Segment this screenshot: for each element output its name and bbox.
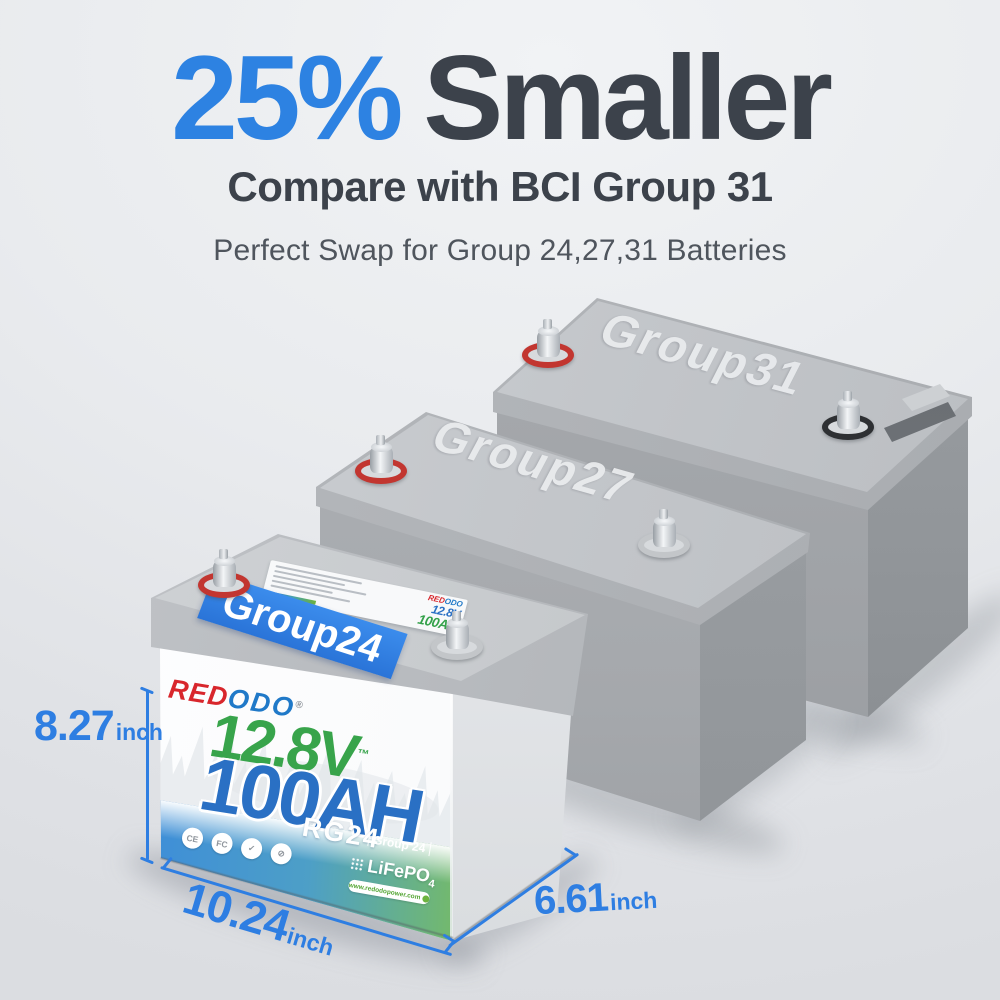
fcc-mark-icon: FC — [209, 831, 235, 856]
check-mark-icon: ✓ — [239, 836, 264, 861]
width-unit: inch — [284, 922, 337, 961]
negative-terminal-icon — [822, 391, 874, 440]
terminal-post — [370, 435, 393, 473]
headline: 25% Smaller — [0, 38, 1000, 158]
terminal-post — [213, 549, 236, 587]
positive-terminal-icon — [198, 549, 250, 598]
height-value: 8.27 — [34, 702, 115, 750]
headline-percent: 25% — [171, 31, 403, 165]
grid-dots-icon — [349, 856, 365, 872]
corner-highlight — [450, 688, 453, 941]
registered-mark: ® — [294, 699, 305, 712]
height-dimension-label: 8.27inch — [34, 702, 163, 751]
terminal-post — [837, 391, 860, 429]
height-dimension-line — [146, 690, 149, 860]
terminal-post — [537, 319, 560, 357]
depth-dimension-label: 6.61inch — [533, 873, 658, 924]
subheadline: Compare with BCI Group 31 — [227, 163, 773, 210]
depth-value: 6.61 — [532, 875, 609, 924]
terminal-post — [446, 611, 469, 649]
positive-terminal-icon — [522, 319, 574, 368]
headline-word: Smaller — [423, 31, 833, 165]
negative-terminal-icon — [638, 509, 690, 558]
height-unit: inch — [115, 719, 163, 745]
weee-bin-icon: ⊘ — [268, 841, 294, 866]
terminal-post — [653, 509, 676, 547]
tagline: Perfect Swap for Group 24,27,31 Batterie… — [213, 234, 787, 267]
negative-terminal-icon — [431, 611, 483, 660]
depth-unit: inch — [609, 886, 658, 916]
ce-mark-icon: CE — [180, 826, 205, 851]
positive-terminal-icon — [355, 435, 407, 484]
